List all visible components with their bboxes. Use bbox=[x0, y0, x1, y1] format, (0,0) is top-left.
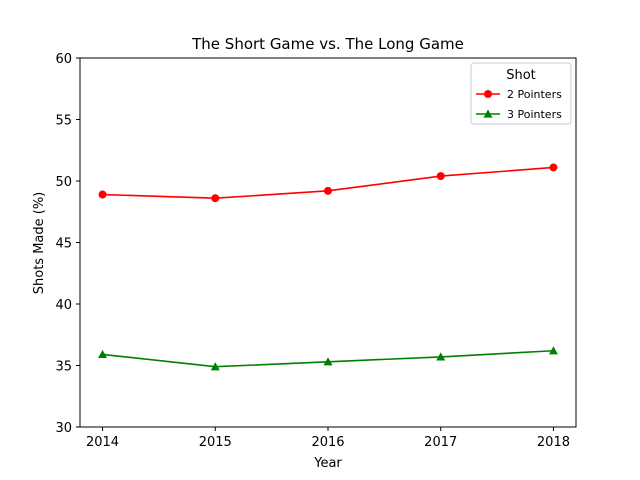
x-tick-label-1: 2015 bbox=[199, 435, 232, 450]
y-axis-label: Shots Made (%) bbox=[32, 192, 47, 295]
y-tick-label-3: 45 bbox=[55, 237, 72, 252]
x-tick-label-0: 2014 bbox=[86, 435, 119, 450]
legend-box bbox=[470, 62, 572, 125]
data-point-1-2 bbox=[323, 357, 333, 366]
legend-label-0: 2 Pointers bbox=[507, 88, 562, 101]
y-tick-label-2: 40 bbox=[55, 298, 72, 313]
data-point-0-2 bbox=[324, 186, 332, 195]
data-point-0-0 bbox=[98, 190, 107, 199]
legend-marker-1 bbox=[483, 109, 493, 118]
x-tick-label-4: 2018 bbox=[537, 435, 570, 450]
x-axis-label: Year bbox=[313, 456, 342, 471]
data-point-1-1 bbox=[210, 362, 220, 371]
data-point-0-3 bbox=[436, 172, 445, 181]
y-tick-label-5: 55 bbox=[55, 114, 72, 129]
y-tick-label-6: 60 bbox=[55, 52, 72, 67]
x-tick-label-3: 2017 bbox=[424, 435, 457, 450]
legend: Shot 2 Pointers 3 Pointers bbox=[470, 62, 572, 125]
y-tick-label-4: 50 bbox=[55, 175, 72, 190]
y-tick-label-0: 30 bbox=[55, 421, 72, 436]
plot-area: 2014 2015 2016 2017 2018 30 35 40 45 50 55 60 bbox=[55, 52, 577, 450]
legend-title: Shot bbox=[506, 68, 536, 83]
data-point-1-0 bbox=[98, 349, 108, 359]
data-point-1-4 bbox=[548, 346, 558, 355]
y-tick-label-1: 35 bbox=[55, 360, 72, 375]
data-point-0-1 bbox=[211, 194, 220, 203]
data-point-0-4 bbox=[549, 163, 558, 172]
x-tick-label-2: 2016 bbox=[311, 435, 344, 450]
legend-marker-0 bbox=[484, 90, 492, 98]
legend-label-1: 3 Pointers bbox=[507, 108, 562, 121]
data-point-1-3 bbox=[436, 352, 446, 361]
chart-title: The Short Game vs. The Long Game bbox=[191, 35, 464, 53]
